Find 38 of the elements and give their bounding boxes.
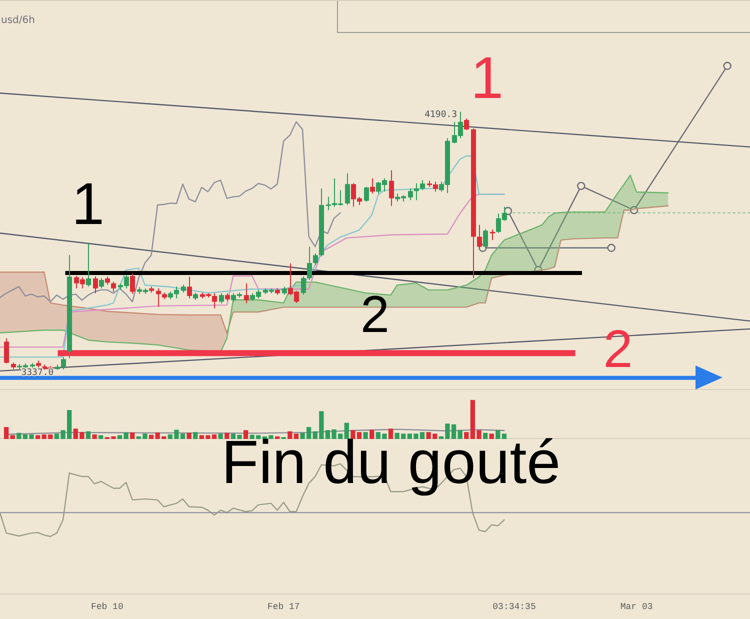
bar xyxy=(4,427,9,439)
annotation: Fin du gouté xyxy=(221,428,561,496)
bar xyxy=(130,432,135,439)
bar xyxy=(186,432,192,439)
bar xyxy=(35,435,40,439)
annotation: 2 xyxy=(360,286,390,344)
bar xyxy=(363,432,368,439)
bar xyxy=(388,428,394,439)
x-tick-label: Feb 10 xyxy=(90,602,124,612)
bar xyxy=(489,434,494,439)
bar xyxy=(86,431,91,439)
annotation: 2 xyxy=(603,320,633,379)
annotation: 1 xyxy=(470,45,504,111)
bar xyxy=(458,430,462,439)
bar xyxy=(464,432,469,439)
bar xyxy=(274,436,280,439)
bar xyxy=(294,434,299,439)
bar xyxy=(16,432,22,439)
annotation: 1 xyxy=(72,171,104,237)
bar xyxy=(218,434,223,439)
x-tick-label: 03:34:35 xyxy=(492,602,536,612)
bar xyxy=(370,430,374,439)
bar xyxy=(288,431,292,439)
bar xyxy=(502,434,507,439)
bar xyxy=(482,432,488,439)
bar xyxy=(92,434,97,439)
x-tick-label: Mar 03 xyxy=(620,602,653,612)
bar xyxy=(344,422,349,439)
text: usd/6h xyxy=(1,15,35,26)
bar xyxy=(193,432,198,439)
x-tick-label: Feb 17 xyxy=(267,602,300,612)
bar xyxy=(224,432,230,439)
bar xyxy=(10,435,15,439)
bar xyxy=(243,430,248,439)
annotation: 4190.3 xyxy=(424,110,458,120)
annotation: 3337.0 xyxy=(21,368,54,378)
bar xyxy=(496,430,500,439)
bar xyxy=(98,435,104,439)
